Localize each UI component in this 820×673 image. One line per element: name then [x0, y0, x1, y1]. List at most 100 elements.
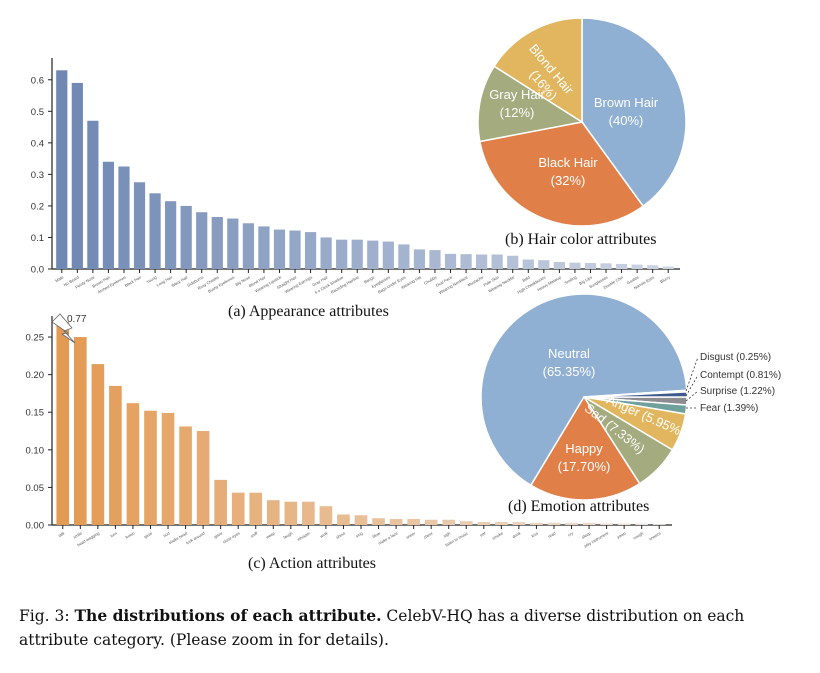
y-tick-label: 0.2 [31, 201, 44, 212]
pie-callout-label: Disgust (0.25%) [700, 352, 771, 363]
x-tick-label: sneeze [648, 530, 662, 541]
bar [495, 521, 508, 525]
bar [109, 385, 122, 525]
pie-label: Brown Hair [594, 95, 659, 110]
pie-slice [529, 395, 641, 501]
pie-value: (65.35%) [543, 364, 596, 379]
pie-callout-label: Fear (1.39%) [700, 403, 758, 414]
x-tick-label: laugh [282, 531, 293, 540]
bar [196, 212, 208, 269]
x-tick-label: look around [185, 531, 206, 546]
x-tick-label: read [547, 531, 556, 539]
pie-slice [478, 121, 645, 227]
bar [266, 500, 280, 525]
bar [538, 260, 550, 269]
leader-line [685, 390, 699, 402]
hair-color-chart-title: (b) Hair color attributes [505, 231, 657, 248]
y-tick-label: 0.25 [26, 333, 45, 344]
bar [372, 518, 385, 525]
bar [389, 518, 403, 525]
bar [354, 515, 368, 525]
bar [144, 410, 157, 525]
bar [73, 337, 87, 525]
emotion-pie-chart: Neutral(65.35%)Happy(17.70%)Sad (7.33%)A… [480, 293, 781, 501]
bar [337, 514, 350, 525]
pie-slice [477, 65, 585, 143]
pie-value: (12%) [500, 105, 535, 120]
caption-label: Fig. 3: [19, 607, 70, 625]
y-tick-label: 0.00 [26, 521, 45, 532]
x-tick-label: kiss [530, 531, 538, 539]
leader-line [685, 374, 699, 397]
action-chart-title: (c) Action attributes [248, 555, 376, 572]
bar [584, 263, 597, 269]
y-tick-label: 0.20 [26, 370, 45, 381]
pie-callout-label: Contempt (0.81%) [700, 370, 781, 381]
pie-callout-label: Surprise (1.22%) [700, 386, 775, 397]
bar [289, 230, 301, 269]
pie-label: Happy [565, 441, 603, 456]
bar [249, 492, 263, 525]
x-tick-label: Smiling [564, 275, 578, 286]
x-tick-label: frown [124, 531, 135, 540]
x-tick-label: sniff [249, 530, 259, 538]
y-tick-label: 0.3 [31, 170, 44, 181]
x-tick-label: cry [567, 531, 574, 538]
bar [491, 254, 503, 269]
x-tick-label: Blurry [659, 275, 671, 285]
y-tick-label: 0.10 [26, 445, 45, 456]
bar [382, 241, 394, 269]
x-tick-label: whisper [296, 530, 311, 542]
x-tick-label: drink [511, 531, 521, 540]
leader-line [685, 356, 699, 392]
x-tick-label: sneer [405, 530, 417, 540]
bar [530, 522, 543, 525]
bar [149, 193, 161, 269]
bar [56, 70, 68, 269]
x-tick-label: smile [72, 530, 83, 539]
pie-slice [480, 293, 688, 487]
bar [600, 263, 612, 269]
bar [662, 266, 674, 269]
x-tick-label: shout [335, 530, 347, 540]
x-tick-label: gaze [143, 530, 154, 539]
bar [179, 426, 192, 525]
bar [180, 205, 192, 269]
bar [424, 519, 438, 525]
bar [351, 239, 363, 269]
x-tick-label: yawn [616, 531, 627, 540]
caption-text: CelebV-HQ has a diverse distribution on … [19, 607, 745, 649]
bar [304, 232, 317, 269]
bar [56, 322, 70, 525]
bar [476, 254, 488, 269]
appearance-chart-title: (a) Appearance attributes [228, 303, 389, 320]
pie-label: Gray Hair [489, 87, 545, 102]
bar [582, 522, 596, 525]
pie-label: Black Hair [538, 155, 598, 170]
bar [477, 521, 491, 525]
x-tick-label: nod [162, 531, 170, 539]
x-tick-label: turn [109, 531, 117, 539]
x-tick-label: smoke [491, 530, 504, 541]
bar [118, 166, 130, 269]
bar [407, 518, 420, 525]
y-tick-label: 0.05 [26, 483, 45, 494]
x-tick-label: Bald [521, 275, 530, 283]
bar [635, 523, 649, 525]
bar [91, 364, 105, 525]
bar [126, 403, 140, 525]
x-tick-label: glare [213, 530, 224, 539]
bar [547, 522, 561, 525]
pie-value: (17.70%) [558, 459, 611, 474]
bar [165, 201, 177, 269]
x-tick-label: Goatee [626, 274, 641, 285]
bar [413, 249, 426, 269]
bar [258, 226, 270, 269]
bar [507, 255, 519, 269]
bar [565, 522, 578, 525]
axis-break-icon [51, 313, 76, 344]
y-tick-label: 0.15 [26, 408, 45, 419]
x-tick-label: close eyes [222, 531, 241, 545]
x-tick-label: cough [632, 531, 644, 541]
bar [600, 523, 613, 525]
